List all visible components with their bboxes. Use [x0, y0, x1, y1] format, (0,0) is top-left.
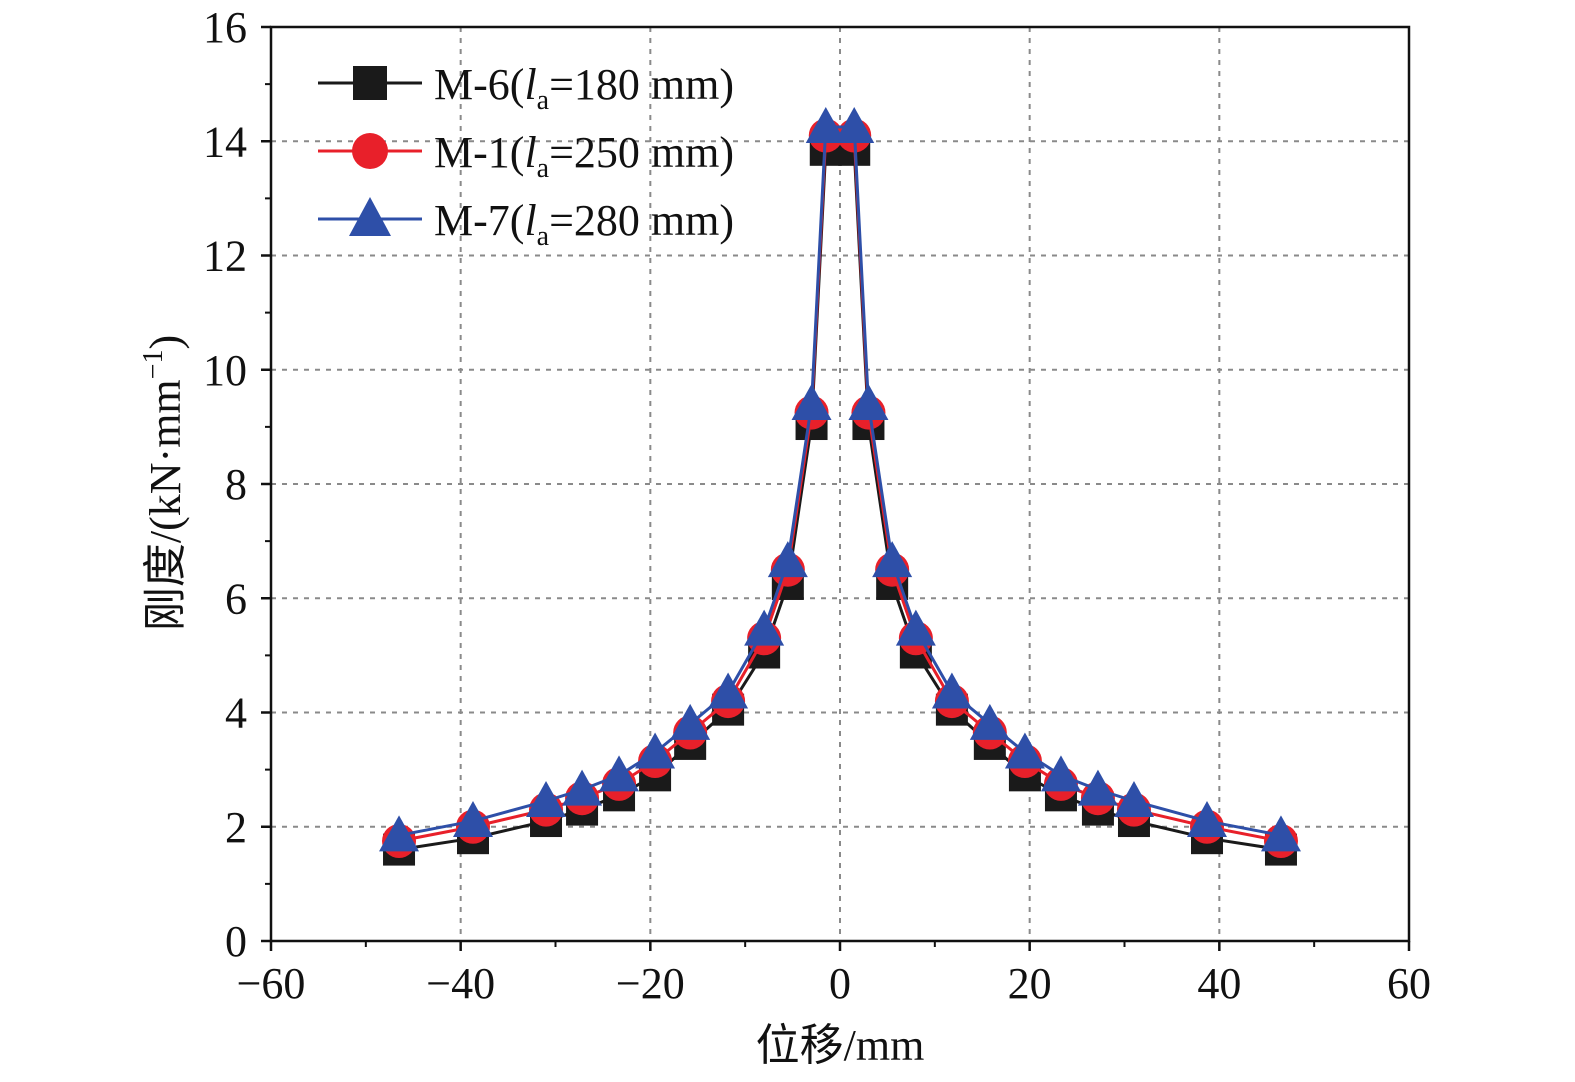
data-point-triangle — [1077, 769, 1118, 806]
x-axis-title: 位移/mm — [756, 1021, 925, 1070]
legend-label-m7: M-7(la=280 mm) — [434, 196, 734, 252]
x-tick-label: 40 — [1197, 959, 1241, 1008]
legend-entry-m7: M-7(la=280 mm) — [318, 196, 734, 252]
data-point-triangle — [834, 106, 875, 143]
data-point-triangle — [379, 815, 420, 852]
data-point-triangle — [526, 781, 567, 818]
legend-marker-m6 — [353, 66, 387, 100]
x-tick-label: −20 — [616, 959, 685, 1008]
data-point-triangle — [791, 384, 832, 421]
data-point-triangle — [872, 541, 913, 578]
series-triangle — [379, 106, 1301, 852]
plot-series — [379, 106, 1301, 866]
x-tick-label: 0 — [829, 959, 851, 1008]
x-tick-label: 20 — [1008, 959, 1052, 1008]
data-point-triangle — [708, 672, 749, 709]
data-point-triangle — [1040, 755, 1081, 792]
y-tick-label: 8 — [225, 460, 247, 509]
legend: M-6(la=180 mm) M-1(la=250 mm) M-7(la=280… — [318, 60, 734, 252]
x-tick-label: 60 — [1387, 959, 1431, 1008]
data-point-triangle — [805, 106, 846, 143]
data-point-triangle — [848, 384, 889, 421]
legend-entry-m1: M-1(la=250 mm) — [318, 128, 734, 184]
legend-marker-m1 — [352, 133, 388, 169]
x-tick-label: −40 — [426, 959, 495, 1008]
axes: −60 −40 −20 0 20 40 60 0 2 4 6 8 10 12 14 16 — [203, 3, 1431, 1008]
data-point-triangle — [1260, 815, 1301, 852]
data-point-triangle — [452, 801, 493, 838]
y-tick-label: 0 — [225, 917, 247, 966]
data-point-triangle — [635, 732, 676, 769]
x-tick-label: −60 — [237, 959, 306, 1008]
data-point-triangle — [562, 769, 603, 806]
data-point-triangle — [670, 703, 711, 740]
data-point-triangle — [1004, 732, 1045, 769]
y-tick-label: 6 — [225, 574, 247, 623]
y-tick-label: 10 — [203, 346, 247, 395]
data-point-triangle — [599, 755, 640, 792]
data-point-triangle — [767, 541, 808, 578]
data-point-triangle — [1113, 781, 1154, 818]
y-tick-label: 14 — [203, 117, 247, 166]
y-axis-title: 刚度/(kN·mm−1) — [138, 335, 190, 631]
legend-marker-m7 — [349, 197, 391, 236]
data-point-triangle — [744, 609, 785, 646]
legend-label-m1: M-1(la=250 mm) — [434, 128, 734, 184]
data-point-triangle — [895, 609, 936, 646]
y-tick-label: 4 — [225, 689, 247, 738]
y-tick-label: 12 — [203, 232, 247, 281]
data-point-triangle — [931, 672, 972, 709]
y-tick-label: 2 — [225, 803, 247, 852]
data-point-triangle — [969, 703, 1010, 740]
y-tick-label: 16 — [203, 3, 247, 52]
legend-label-m6: M-6(la=180 mm) — [434, 60, 734, 116]
data-point-triangle — [1187, 801, 1228, 838]
legend-entry-m6: M-6(la=180 mm) — [318, 60, 734, 116]
